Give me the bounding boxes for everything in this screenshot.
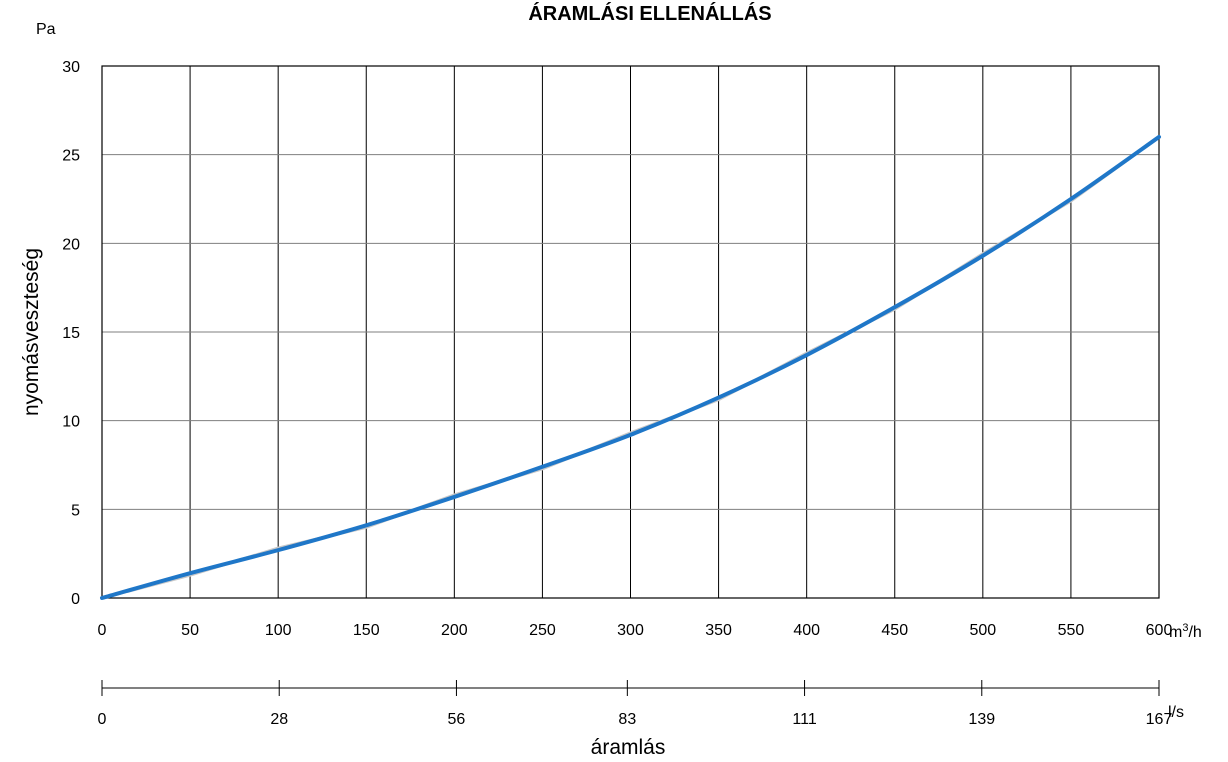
x-tick-label: 450 bbox=[881, 622, 908, 639]
x-tick-label: 300 bbox=[617, 622, 644, 639]
x-tick-labels: 0 50 100 150 200 250 300 350 400 450 500 550 600 bbox=[98, 622, 1173, 639]
secondary-tick-label: 167 bbox=[1146, 711, 1173, 728]
x-tick-label: 0 bbox=[98, 622, 107, 639]
x-tick-label: 150 bbox=[353, 622, 380, 639]
x-tick-label: 250 bbox=[529, 622, 556, 639]
x-tick-label: 550 bbox=[1058, 622, 1085, 639]
y-tick-label: 25 bbox=[62, 148, 80, 165]
x-axis-title: áramlás bbox=[591, 736, 666, 759]
y-tick-label: 20 bbox=[62, 236, 80, 253]
secondary-tick-label: 111 bbox=[792, 711, 816, 728]
secondary-tick-label: 28 bbox=[270, 711, 288, 728]
series-line bbox=[100, 134, 1161, 600]
secondary-tick-label: 139 bbox=[968, 711, 995, 728]
y-tick-label: 15 bbox=[62, 325, 80, 342]
y-axis-title: nyomásveszteség bbox=[20, 248, 43, 416]
y-tick-label: 10 bbox=[62, 414, 80, 431]
grid-lines bbox=[101, 65, 1160, 599]
y-tick-labels: 0 5 10 15 20 25 30 bbox=[62, 59, 80, 608]
x-unit-secondary: l/s bbox=[1168, 704, 1184, 721]
chart-title: ÁRAMLÁSI ELLENÁLLÁS bbox=[528, 2, 771, 25]
x-tick-label: 100 bbox=[265, 622, 292, 639]
y-tick-label: 0 bbox=[71, 591, 80, 608]
x-tick-label: 350 bbox=[705, 622, 732, 639]
x-unit-primary: m3/h bbox=[1169, 622, 1202, 641]
x-tick-label: 200 bbox=[441, 622, 468, 639]
y-tick-label: 30 bbox=[62, 59, 80, 76]
y-unit-label: Pa bbox=[36, 21, 56, 38]
secondary-axis-ticks: 0 28 56 83 111 139 167 bbox=[98, 680, 1173, 728]
x-tick-label: 500 bbox=[969, 622, 996, 639]
plot-area-frame bbox=[101, 65, 1160, 599]
x-tick-label: 600 bbox=[1146, 622, 1173, 639]
x-tick-label: 50 bbox=[181, 622, 199, 639]
secondary-tick-label: 83 bbox=[618, 711, 636, 728]
secondary-tick-label: 56 bbox=[448, 711, 466, 728]
x-tick-label: 400 bbox=[793, 622, 820, 639]
y-tick-label: 5 bbox=[71, 502, 80, 519]
secondary-tick-label: 0 bbox=[98, 711, 107, 728]
